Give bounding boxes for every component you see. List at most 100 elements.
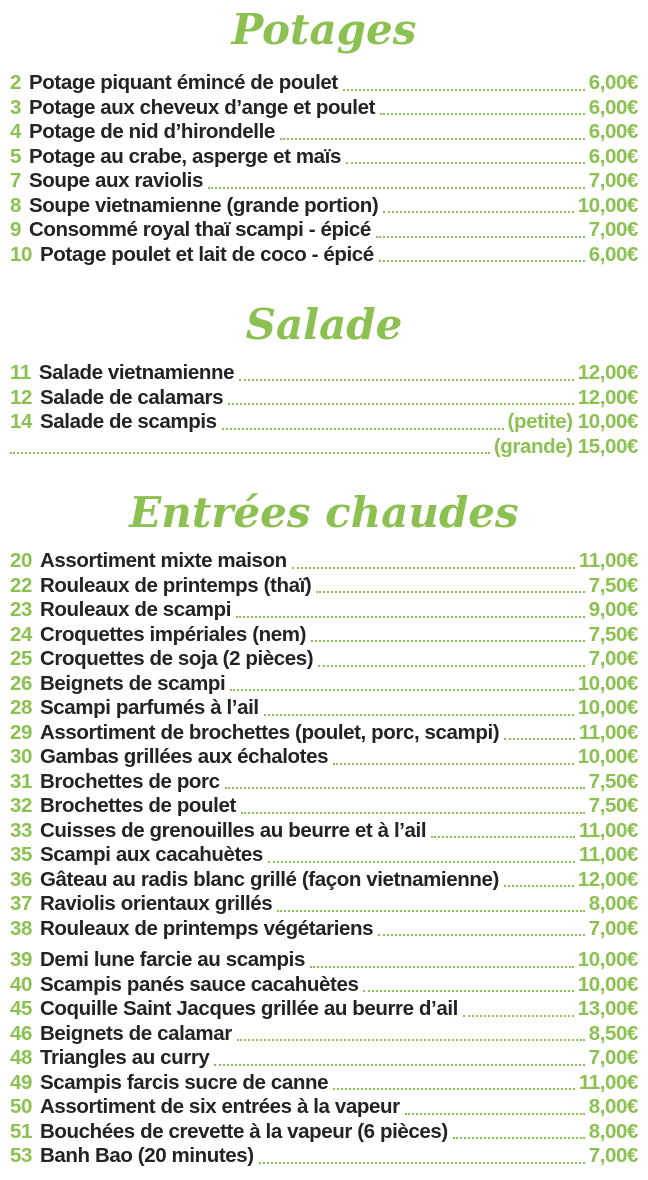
- item-price: 11,00€: [578, 549, 639, 572]
- dot-leader: [383, 211, 574, 213]
- item-size-label: (petite): [507, 410, 574, 433]
- dot-leader: [345, 162, 585, 164]
- item-name: Rouleaux de printemps (thaï): [40, 573, 312, 597]
- item-number: 26: [10, 671, 33, 695]
- item-price: 10,00€: [577, 193, 639, 217]
- item-name: Scampis panés sauce cacahuètes: [40, 972, 359, 996]
- item-name: Salade de scampis: [40, 410, 217, 433]
- dot-leader: [236, 1039, 585, 1041]
- item-number: 20: [10, 549, 33, 572]
- menu-item-row: 24 Croquettes impériales (nem) 7,50€: [10, 623, 638, 648]
- item-number: 53: [10, 1144, 33, 1167]
- item-number: 8: [10, 193, 22, 217]
- item-price: 9,00€: [588, 598, 639, 621]
- item-number: 39: [10, 948, 33, 971]
- item-name: Croquettes de soja (2 pièces): [40, 647, 314, 670]
- dot-leader: [239, 378, 574, 381]
- item-price: 6,00€: [588, 71, 639, 94]
- dot-leader: [277, 909, 585, 912]
- item-price: 8,50€: [588, 1021, 639, 1045]
- item-name: Soupe aux raviolis: [29, 169, 203, 192]
- item-price: 7,00€: [588, 218, 639, 241]
- dot-leader: [378, 934, 585, 936]
- item-name: Rouleaux de scampi: [40, 598, 232, 621]
- item-number: 46: [10, 1021, 33, 1045]
- item-number: 40: [10, 972, 33, 996]
- item-name: Triangles au curry: [40, 1046, 210, 1069]
- menu-item-row: 8 Soupe vietnamienne (grande portion) 10…: [10, 194, 638, 219]
- item-name: Soupe vietnamienne (grande portion): [29, 193, 379, 217]
- item-price: 7,50€: [588, 769, 639, 793]
- section-title: Entrées chaudes: [129, 488, 519, 537]
- dot-leader: [333, 1088, 575, 1090]
- item-name: Potage piquant émincé de poulet: [29, 71, 338, 94]
- section-title: Salade: [245, 300, 403, 349]
- item-number: 32: [10, 794, 33, 817]
- menu-item-row: 5 Potage au crabe, asperge et maïs 6,00€: [10, 145, 638, 170]
- dot-leader: [380, 113, 585, 115]
- item-number: 7: [10, 169, 22, 192]
- item-name: Banh Bao (20 minutes): [40, 1144, 254, 1167]
- item-price: 7,00€: [588, 169, 639, 192]
- item-number: 50: [10, 1095, 33, 1118]
- item-number: 38: [10, 916, 33, 940]
- item-name: Bouchées de crevette à la vapeur (6 pièc…: [40, 1119, 448, 1143]
- item-price: 8,00€: [588, 892, 639, 915]
- menu-item-row: 30 Gambas grillées aux échalotes 10,00€: [10, 745, 638, 770]
- menu-item-row: 35 Scampi aux cacahuètes 11,00€: [10, 843, 638, 868]
- menu-item-row: (grande) 15,00€: [10, 435, 638, 460]
- dot-leader: [309, 965, 574, 968]
- item-name: Beignets de calamar: [40, 1021, 232, 1045]
- dot-leader: [236, 615, 585, 618]
- dot-leader: [228, 403, 574, 405]
- item-number: 3: [10, 95, 22, 119]
- item-price: 6,00€: [588, 242, 639, 266]
- item-number: 4: [10, 120, 22, 143]
- dot-leader: [10, 452, 490, 454]
- section-items: 2 Potage piquant émincé de poulet 6,00€ …: [10, 71, 638, 267]
- item-name: Demi lune farcie au scampis: [40, 948, 305, 971]
- menu-item-row: 7 Soupe aux raviolis 7,00€: [10, 169, 638, 194]
- menu-item-row: 23 Rouleaux de scampi 9,00€: [10, 598, 638, 623]
- item-price: 11,00€: [578, 720, 639, 744]
- item-name: Scampi parfumés à l’ail: [40, 696, 259, 719]
- menu-item-row: 36 Gâteau au radis blanc grillé (façon v…: [10, 868, 638, 893]
- item-number: 24: [10, 622, 33, 646]
- item-name: Potage poulet et lait de coco - épicé: [40, 242, 374, 266]
- dot-leader: [263, 713, 574, 716]
- item-number: 11: [10, 361, 31, 384]
- item-price: 7,50€: [588, 573, 639, 597]
- section-items: 20 Assortiment mixte maison 11,00€ 22 Ro…: [10, 549, 638, 1169]
- item-number: 2: [10, 71, 22, 94]
- menu-item-row: 11 Salade vietnamienne 12,00€: [10, 361, 638, 386]
- item-number: 31: [10, 769, 33, 793]
- dot-leader: [214, 1063, 585, 1066]
- item-price: 6,00€: [588, 95, 639, 119]
- dot-leader: [363, 990, 574, 992]
- section-title: Potages: [231, 5, 417, 54]
- item-name: Potage aux cheveux d’ange et poulet: [29, 95, 375, 119]
- menu-item-row: 22 Rouleaux de printemps (thaï) 7,50€: [10, 574, 638, 599]
- menu-item-row: 28 Scampi parfumés à l’ail 10,00€: [10, 696, 638, 721]
- item-price: 8,00€: [588, 1095, 639, 1118]
- item-price: 7,50€: [588, 794, 639, 817]
- item-name: Beignets de scampi: [40, 671, 226, 695]
- item-number: 30: [10, 745, 33, 768]
- menu-item-row: 26 Beignets de scampi 10,00€: [10, 672, 638, 697]
- dot-leader: [316, 591, 585, 593]
- item-price: 10,00€: [577, 696, 639, 719]
- dot-leader: [333, 762, 574, 765]
- item-number: 10: [10, 242, 33, 266]
- item-name: Gambas grillées aux échalotes: [40, 745, 329, 768]
- item-name: Assortiment de brochettes (poulet, porc,…: [40, 720, 500, 744]
- item-name: Rouleaux de printemps végétariens: [40, 916, 374, 940]
- menu-item-row: 3 Potage aux cheveux d’ange et poulet 6,…: [10, 96, 638, 121]
- menu-item-row: 38 Rouleaux de printemps végétariens 7,0…: [10, 917, 638, 942]
- item-price: 11,00€: [578, 843, 639, 866]
- item-number: 25: [10, 647, 33, 670]
- item-number: 9: [10, 218, 22, 241]
- dot-leader: [230, 689, 574, 691]
- item-price: 6,00€: [588, 144, 639, 168]
- item-name: Salade vietnamienne: [38, 361, 235, 384]
- menu-item-row: 20 Assortiment mixte maison 11,00€: [10, 549, 638, 574]
